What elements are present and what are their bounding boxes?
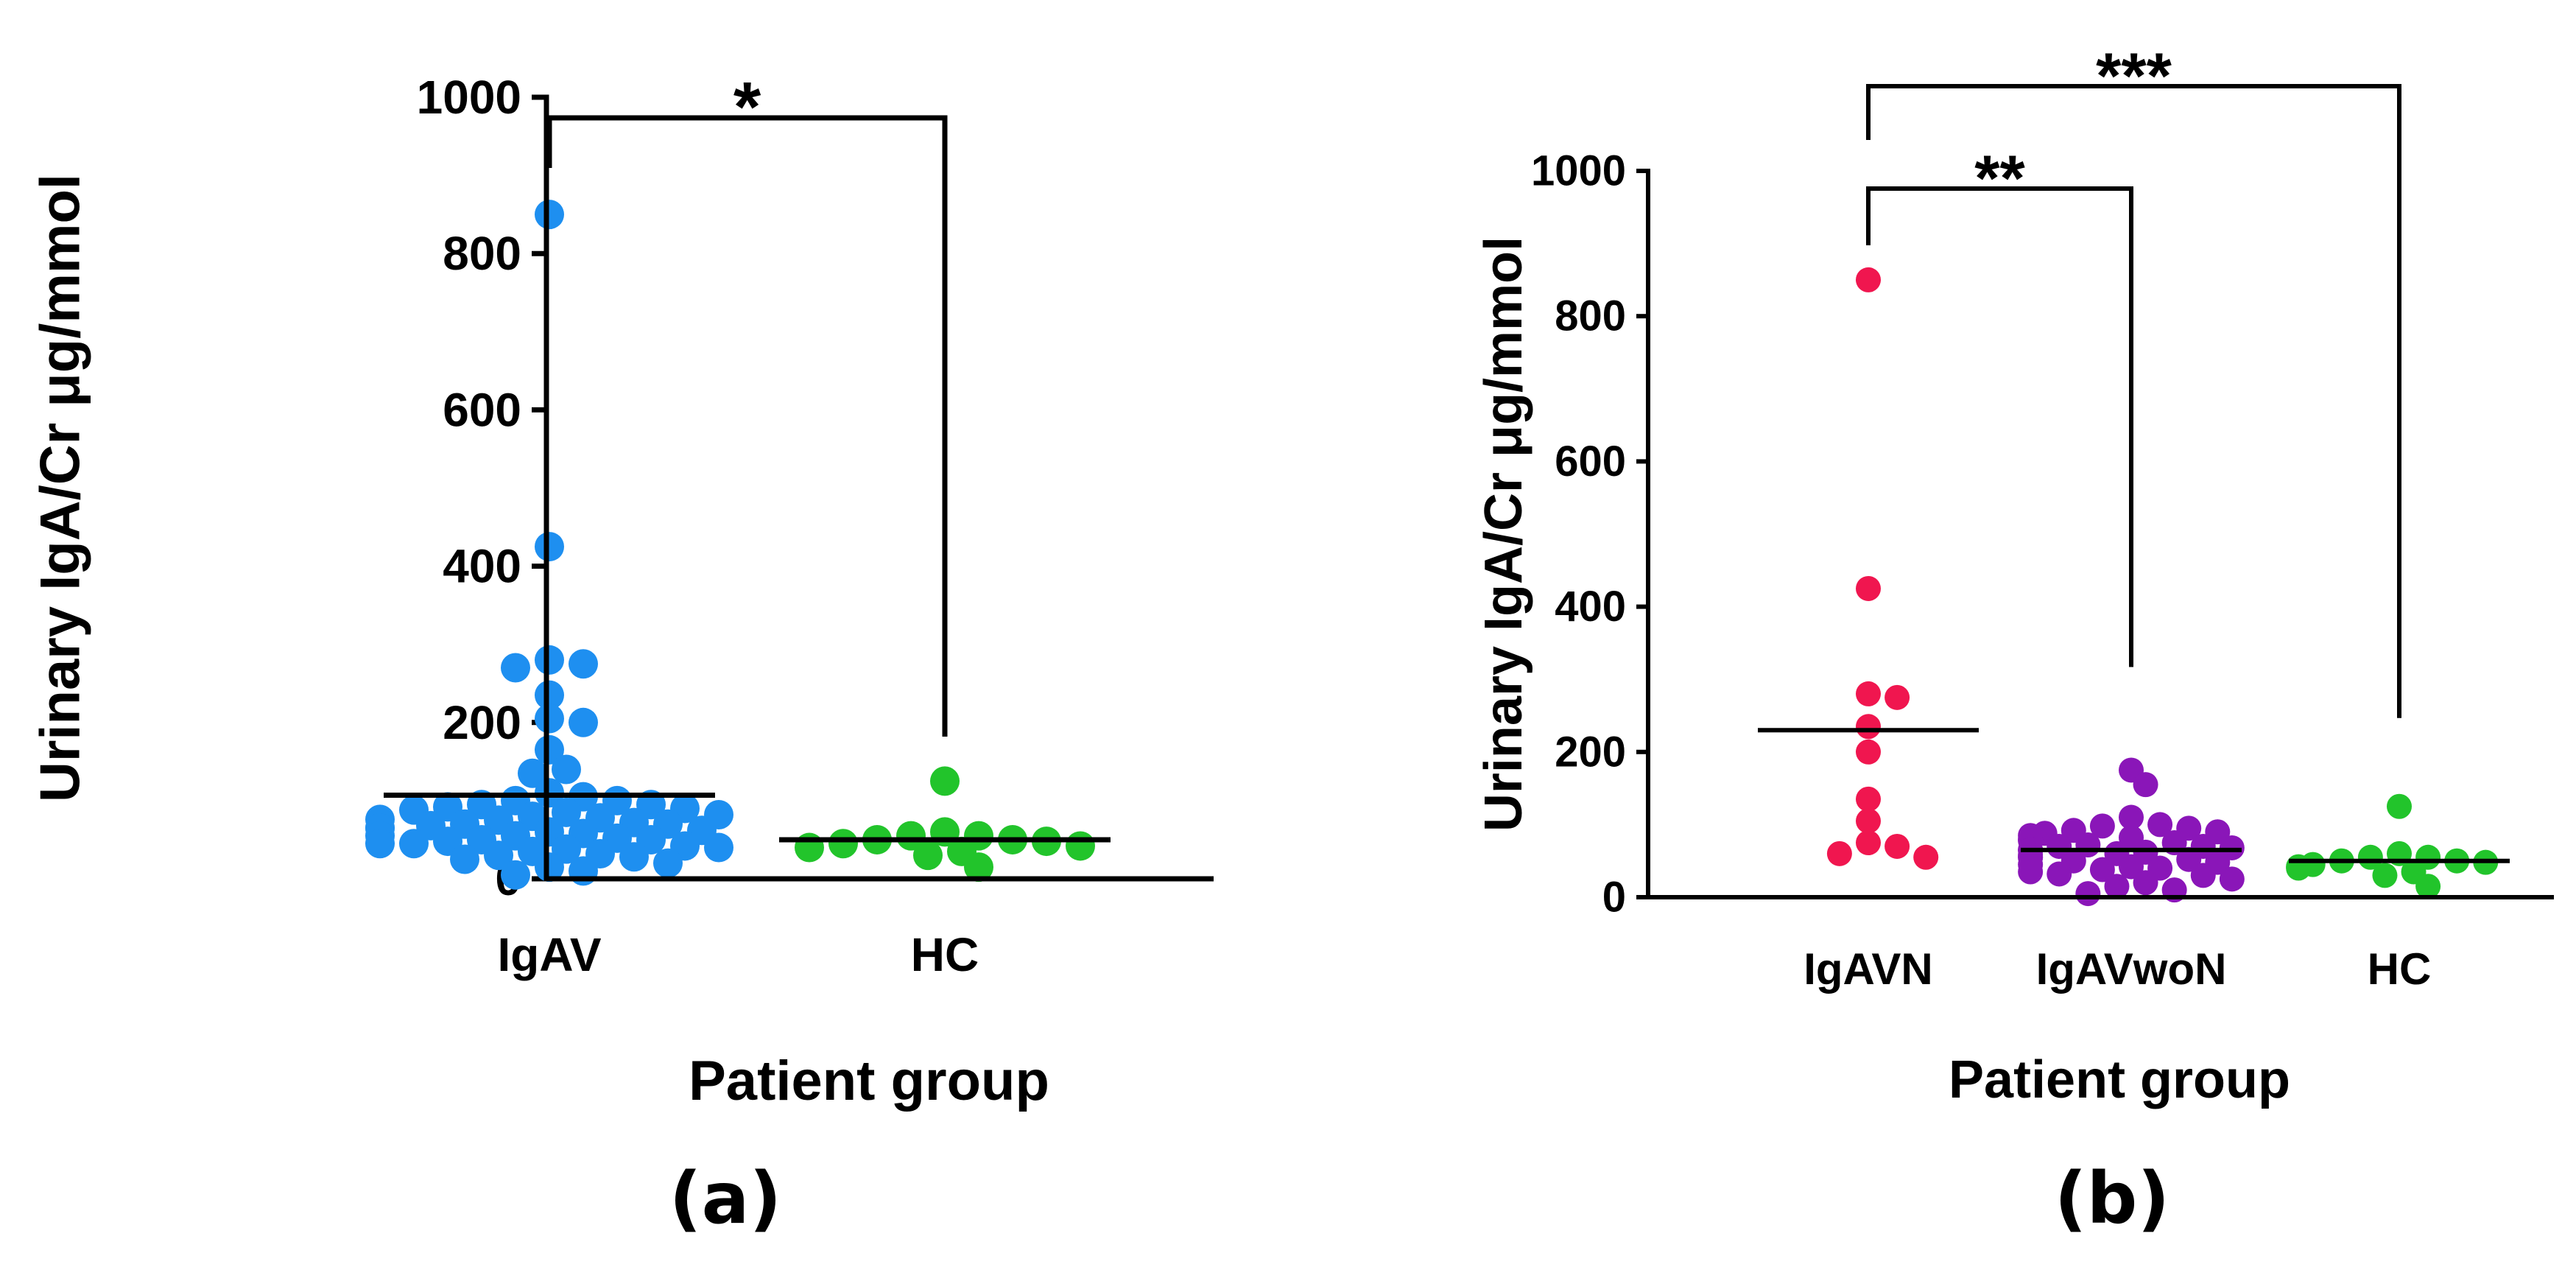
x-axis-label-a: Patient group [689, 1050, 1049, 1112]
data-point-a-igav-50 [450, 844, 479, 874]
y-tick-label-b-2: 400 [1555, 583, 1626, 631]
data-point-a-igav-42 [365, 829, 395, 859]
x-category-label-a-0: IgAV [497, 928, 601, 981]
significance-brackets-b: ***** [1866, 39, 2401, 718]
significance-stars-b-0: ** [1974, 141, 2025, 214]
data-point-a-hc-12 [964, 852, 993, 882]
data-point-a-igav-44 [704, 832, 733, 863]
data-point-b-igavwon-3 [2147, 812, 2173, 838]
data-point-a-igav-41 [399, 829, 429, 859]
x-category-label-b-2: HC [2368, 944, 2432, 994]
data-point-b-igavn-5 [1856, 739, 1881, 765]
y-axis-label-b: Urinary IgA/Cr μg/mmol [1474, 236, 1533, 832]
data-point-b-hc-11 [2372, 863, 2398, 888]
data-point-b-igavwon-39 [2075, 881, 2101, 907]
data-point-a-hc-8 [1066, 831, 1095, 861]
significance-brackets-a: * [546, 68, 948, 737]
data-point-b-igavwon-29 [2119, 854, 2144, 880]
x-category-label-a-1: HC [911, 928, 979, 981]
data-point-b-igavn-6 [1856, 786, 1881, 812]
data-point-a-igav-49 [619, 842, 649, 872]
y-tick-label-a-1: 200 [443, 696, 521, 749]
significance-bracket-b-1 [1866, 84, 2401, 718]
data-point-a-igav-0 [535, 200, 564, 230]
data-point-b-igavwon-25 [2176, 846, 2202, 872]
data-point-a-igav-8 [535, 734, 564, 765]
median-lines-b [1758, 728, 2510, 863]
data-point-b-hc-0 [2387, 793, 2412, 819]
significance-stars-a-0: * [733, 68, 761, 147]
data-point-a-igav-2 [535, 645, 564, 675]
y-axis-tick-labels-b: 0 200 400 600 800 1000 [1531, 147, 1626, 922]
data-point-b-igavn-9 [1885, 833, 1910, 859]
data-point-b-igavwon-34 [2190, 863, 2216, 888]
data-point-a-igav-54 [501, 860, 530, 890]
data-point-b-igavwon-31 [2089, 857, 2115, 882]
data-point-b-hc-12 [2415, 874, 2441, 899]
y-tick-label-b-3: 600 [1555, 438, 1626, 485]
y-axis-label-a: Urinary IgA/Cr μg/mmol [29, 174, 92, 802]
y-tick-label-b-1: 200 [1555, 728, 1626, 776]
data-point-b-igavn-11 [1913, 844, 1939, 870]
data-point-b-igavn-7 [1856, 808, 1881, 834]
data-point-b-igavwon-1 [2133, 772, 2158, 798]
data-point-a-igav-5 [535, 680, 564, 710]
data-point-b-igavwon-32 [2018, 859, 2044, 885]
data-point-a-igav-4 [501, 653, 530, 683]
median-lines-a [384, 792, 1111, 843]
x-category-label-b-0: IgAVN [1803, 944, 1933, 994]
x-axis-category-labels-a: IgAV HC [497, 928, 979, 981]
significance-bracket-b-0 [1866, 186, 2133, 667]
x-axis-label-b: Patient group [1949, 1050, 2290, 1109]
x-axis-category-labels-b: IgAVN IgAVwoN HC [1803, 944, 2431, 994]
data-points-a [365, 200, 1095, 890]
data-point-a-igav-1 [535, 532, 564, 562]
data-point-a-igav-10 [518, 758, 547, 788]
significance-stars-b-1: *** [2096, 39, 2172, 112]
data-point-b-igavn-3 [1885, 684, 1910, 710]
y-tick-label-b-0: 0 [1602, 874, 1626, 922]
data-point-a-hc-0 [930, 766, 960, 796]
data-point-a-igav-3 [569, 649, 598, 679]
data-point-a-hc-11 [913, 840, 943, 871]
y-tick-label-b-5: 1000 [1531, 147, 1626, 195]
data-point-b-igavwon-37 [2104, 874, 2130, 899]
data-point-b-igavwon-33 [2047, 861, 2072, 887]
data-point-b-igavn-8 [1856, 830, 1881, 856]
y-tick-label-a-3: 600 [443, 383, 521, 436]
data-point-b-igavwon-2 [2119, 804, 2144, 830]
data-point-b-igavwon-4 [2089, 813, 2115, 839]
data-point-b-hc-3 [2357, 844, 2383, 870]
data-point-b-igavn-0 [1856, 267, 1881, 292]
data-point-a-igav-6 [535, 703, 564, 734]
data-point-a-igav-20 [552, 797, 581, 827]
y-tick-label-a-2: 400 [443, 540, 521, 593]
data-point-a-hc-7 [828, 829, 858, 859]
y-tick-label-a-4: 800 [443, 227, 521, 280]
data-point-b-igavwon-35 [2219, 866, 2245, 892]
x-category-label-b-1: IgAVwoN [2036, 944, 2227, 994]
y-tick-label-a-5: 1000 [417, 71, 521, 124]
data-point-a-igav-48 [484, 840, 513, 871]
significance-bracket-a-0 [546, 115, 948, 737]
data-point-b-igavn-10 [1826, 840, 1852, 866]
data-point-b-igavn-1 [1856, 575, 1881, 601]
data-point-a-igav-52 [535, 852, 564, 882]
data-point-a-igav-7 [569, 707, 598, 737]
panel-label-b: (b) [2055, 1157, 2169, 1240]
data-point-a-hc-3 [896, 821, 926, 851]
data-point-a-igav-9 [552, 754, 581, 785]
data-point-b-igavwon-36 [2133, 870, 2158, 896]
data-point-b-igavn-2 [1856, 681, 1881, 706]
data-point-a-igav-51 [653, 848, 683, 878]
data-point-b-igavn-4 [1856, 714, 1881, 740]
y-tick-label-b-4: 800 [1555, 292, 1626, 340]
panel-label-a: (a) [669, 1157, 782, 1240]
